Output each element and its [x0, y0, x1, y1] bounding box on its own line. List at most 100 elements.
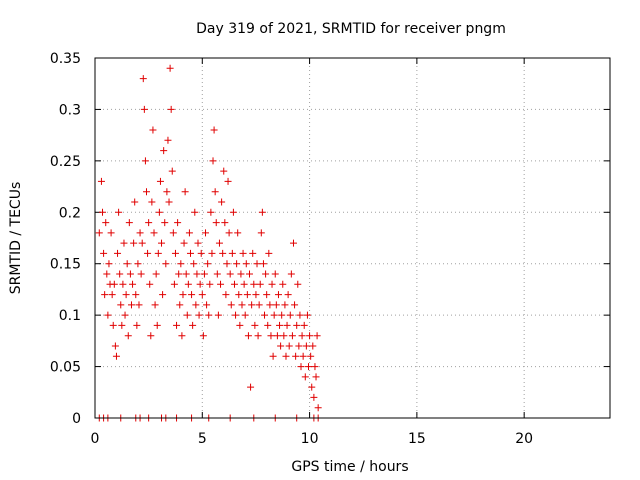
data-point: [297, 363, 305, 371]
data-point: [199, 332, 207, 340]
data-point: [153, 321, 161, 329]
data-point: [214, 311, 222, 319]
data-point: [282, 352, 290, 360]
data-point: [118, 321, 126, 329]
data-point: [257, 229, 265, 237]
data-point: [203, 301, 211, 309]
x-tick-label: 0: [91, 431, 100, 447]
data-point: [204, 260, 212, 268]
data-point: [293, 321, 301, 329]
data-point: [193, 270, 201, 278]
data-point: [181, 188, 189, 196]
data-point: [237, 270, 245, 278]
data-point: [239, 249, 247, 257]
y-tick-label: 0: [72, 411, 81, 427]
data-point: [182, 270, 190, 278]
y-tick-label: 0.2: [59, 205, 81, 221]
x-tick-label: 20: [515, 431, 533, 447]
data-point: [223, 260, 231, 268]
data-point: [288, 332, 296, 340]
data-point: [174, 219, 182, 227]
y-tick-label: 0.3: [59, 102, 81, 118]
data-point: [114, 249, 122, 257]
data-point: [268, 280, 276, 288]
data-point: [169, 229, 177, 237]
data-point: [270, 311, 278, 319]
data-point: [227, 301, 235, 309]
data-point: [130, 239, 138, 247]
data-point: [175, 270, 183, 278]
y-tick-label: 0.05: [50, 360, 81, 376]
data-point: [167, 105, 175, 113]
data-point: [170, 280, 178, 288]
data-point: [109, 321, 117, 329]
data-point: [177, 260, 185, 268]
data-point: [145, 219, 153, 227]
data-point: [259, 260, 267, 268]
data-point: [226, 270, 234, 278]
data-point: [258, 208, 266, 216]
data-point: [173, 321, 181, 329]
data-point: [190, 260, 198, 268]
data-point: [280, 332, 288, 340]
data-point: [148, 198, 156, 206]
data-point: [246, 270, 253, 278]
data-point: [176, 301, 184, 309]
data-point: [101, 291, 109, 299]
data-point: [295, 342, 303, 350]
data-point: [103, 270, 111, 278]
data-point: [206, 280, 214, 288]
data-point: [140, 105, 148, 113]
data-point: [136, 229, 144, 237]
data-point: [263, 291, 271, 299]
data-point: [279, 280, 287, 288]
data-point: [221, 219, 229, 227]
data-point: [189, 321, 197, 329]
data-point: [218, 198, 226, 206]
data-point: [123, 260, 131, 268]
data-point: [273, 332, 281, 340]
data-point: [298, 332, 306, 340]
data-point: [233, 260, 241, 268]
data-point: [302, 342, 310, 350]
data-point: [292, 352, 300, 360]
data-point: [149, 126, 157, 134]
data-point: [158, 239, 166, 247]
data-point: [262, 270, 270, 278]
data-point: [141, 157, 149, 165]
data-point: [117, 301, 125, 309]
data-point: [278, 311, 286, 319]
y-tick-label: 0.1: [59, 308, 81, 324]
data-point: [185, 229, 193, 237]
data-point: [102, 219, 110, 227]
data-point: [219, 249, 227, 257]
data-point: [261, 311, 269, 319]
data-point: [253, 260, 261, 268]
data-point: [242, 260, 250, 268]
data-point: [131, 198, 139, 206]
data-point: [139, 75, 147, 83]
data-point: [303, 311, 311, 319]
data-point: [150, 229, 158, 237]
data-point: [300, 321, 308, 329]
data-point: [135, 301, 143, 309]
data-point: [251, 321, 259, 329]
data-point: [127, 301, 135, 309]
data-point: [162, 260, 170, 268]
data-point: [296, 311, 304, 319]
x-tick-label: 10: [301, 431, 319, 447]
data-point: [99, 208, 107, 216]
data-point: [104, 311, 112, 319]
data-point: [217, 280, 225, 288]
data-point: [126, 270, 134, 278]
data-point: [105, 260, 113, 268]
data-point: [274, 291, 282, 299]
data-point: [122, 291, 130, 299]
data-point: [165, 198, 173, 206]
data-point: [291, 301, 299, 309]
data-point: [281, 301, 289, 309]
data-point: [116, 270, 124, 278]
data-point: [285, 342, 293, 350]
data-point: [161, 219, 169, 227]
data-point: [247, 383, 255, 391]
